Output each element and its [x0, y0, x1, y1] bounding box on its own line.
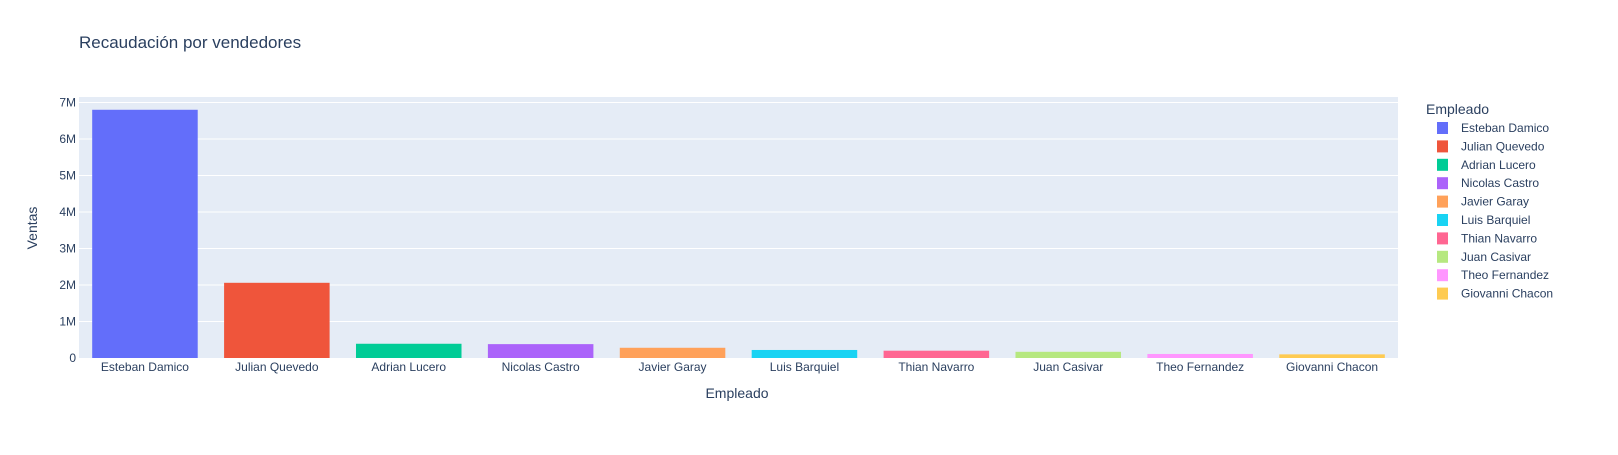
legend-item-label[interactable]: Adrian Lucero	[1461, 158, 1536, 172]
bar[interactable]	[619, 347, 726, 358]
y-tick-label: 5M	[59, 168, 76, 182]
legend-item-label[interactable]: Nicolas Castro	[1461, 176, 1539, 190]
bar[interactable]	[224, 282, 330, 358]
legend-swatch[interactable]	[1437, 232, 1448, 245]
x-axis-title: Empleado	[705, 385, 768, 401]
legend-swatch[interactable]	[1437, 287, 1448, 300]
y-tick-label: 3M	[59, 241, 76, 255]
y-tick-label: 6M	[59, 132, 76, 146]
legend-swatch[interactable]	[1437, 177, 1448, 190]
y-axis-title: Ventas	[24, 207, 40, 250]
legend-item-label[interactable]: Giovanni Chacon	[1461, 287, 1553, 301]
bar[interactable]	[92, 109, 198, 359]
legend: Empleado Esteban Damico Julian Quevedo Adr…	[1426, 101, 1553, 301]
bar[interactable]	[883, 350, 990, 358]
x-tick-label: Esteban Damico	[101, 360, 189, 374]
x-axis-ticks: Esteban Damico Julian Quevedo Adrian Lucer…	[101, 360, 1378, 374]
legend-item-label[interactable]: Esteban Damico	[1461, 121, 1549, 135]
chart-title: Recaudación por vendedores	[79, 33, 301, 52]
legend-swatch[interactable]	[1437, 140, 1448, 153]
x-tick-label: Nicolas Castro	[502, 360, 580, 374]
bar[interactable]	[487, 344, 594, 358]
bars	[92, 109, 1385, 359]
x-tick-label: Javier Garay	[639, 360, 707, 374]
x-tick-label: Adrian Lucero	[371, 360, 446, 374]
bar[interactable]	[1015, 351, 1122, 358]
x-tick-label: Julian Quevedo	[235, 360, 319, 374]
y-tick-label: 1M	[59, 314, 76, 328]
y-axis-ticks: 0 1M 2M 3M 4M 5M 6M 7M	[59, 95, 76, 365]
legend-swatch[interactable]	[1437, 122, 1448, 134]
x-tick-label: Giovanni Chacon	[1286, 360, 1378, 374]
x-tick-label: Theo Fernandez	[1156, 360, 1244, 374]
legend-swatch[interactable]	[1437, 269, 1448, 282]
legend-title: Empleado	[1426, 101, 1489, 117]
bar[interactable]	[1147, 353, 1253, 358]
bar[interactable]	[1279, 354, 1385, 358]
y-tick-label: 7M	[59, 95, 76, 109]
legend-item-label[interactable]: Javier Garay	[1461, 195, 1529, 209]
bar[interactable]	[355, 343, 462, 358]
legend-item-label[interactable]: Julian Quevedo	[1461, 139, 1545, 153]
legend-item-label[interactable]: Theo Fernandez	[1461, 268, 1549, 282]
y-tick-label: 2M	[59, 278, 76, 292]
bar[interactable]	[751, 349, 858, 358]
legend-swatch[interactable]	[1437, 250, 1448, 263]
legend-swatch[interactable]	[1437, 214, 1448, 226]
x-tick-label: Juan Casivar	[1033, 360, 1103, 374]
y-tick-label: 4M	[59, 205, 76, 219]
x-tick-label: Luis Barquiel	[770, 360, 839, 374]
x-tick-label: Thian Navarro	[898, 360, 974, 374]
legend-swatch[interactable]	[1437, 195, 1448, 208]
legend-item-label[interactable]: Luis Barquiel	[1461, 213, 1530, 227]
legend-swatch[interactable]	[1437, 158, 1448, 171]
y-tick-label: 0	[69, 351, 76, 365]
legend-item-label[interactable]: Thian Navarro	[1461, 231, 1537, 245]
legend-item-label[interactable]: Juan Casivar	[1461, 250, 1531, 264]
